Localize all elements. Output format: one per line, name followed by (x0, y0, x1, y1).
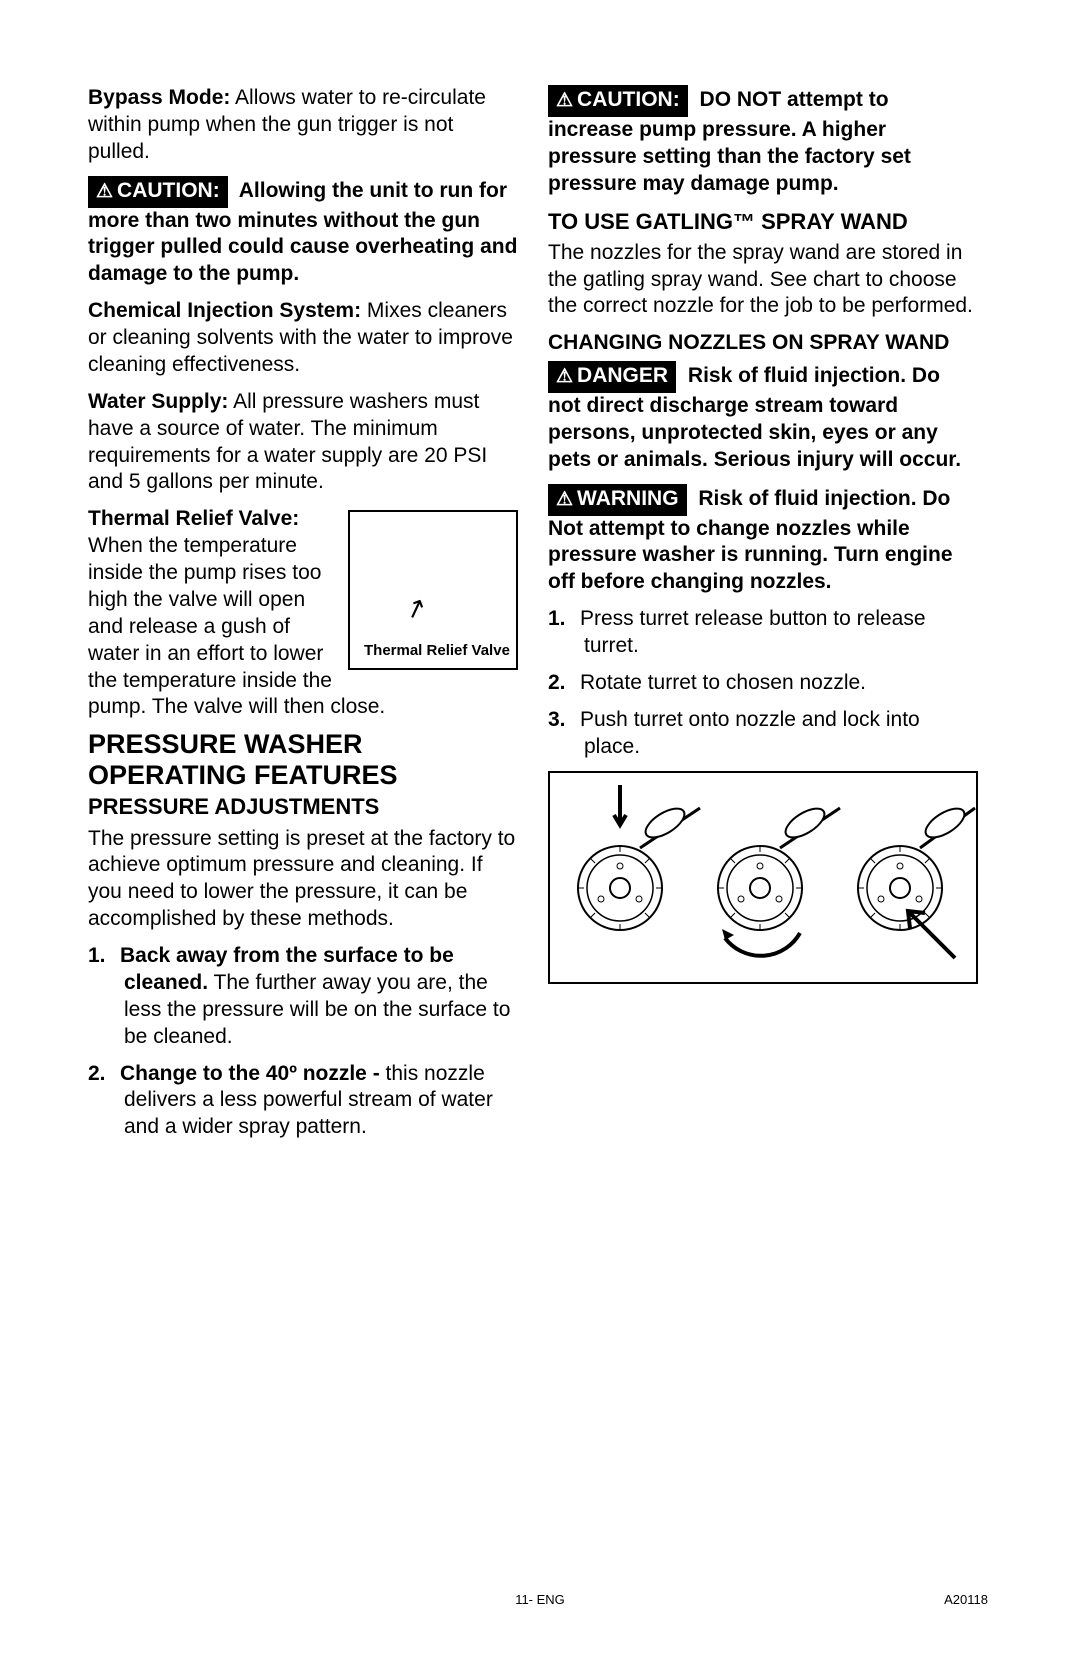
danger-badge: ⚠DANGER (548, 361, 676, 393)
warning-icon: ⚠ (96, 180, 113, 204)
thermal-text: When the temperature inside the pump ris… (88, 534, 385, 718)
list-num: 2. (88, 1061, 120, 1088)
warning-icon: ⚠ (556, 488, 573, 512)
chem-para: Chemical Injection System: Mixes cleaner… (88, 298, 518, 379)
footer-doc-id: A20118 (944, 1592, 988, 1607)
gatling-intro: The nozzles for the spray wand are store… (548, 240, 978, 321)
turret-illustration (548, 771, 978, 984)
caution2-label: CAUTION: (577, 88, 680, 111)
caution-badge: ⚠CAUTION: (548, 85, 688, 117)
list-num: 1. (88, 943, 120, 970)
danger-label: DANGER (577, 364, 668, 387)
list-item: 3.Push turret onto nozzle and lock into … (548, 707, 978, 761)
danger-para: ⚠DANGER Risk of fluid injection. Do not … (548, 361, 978, 474)
h2-gatling: TO USE GATLING™ SPRAY WAND (548, 208, 978, 236)
arrow-icon: ↗ (400, 590, 432, 629)
step1: Press turret release button to release t… (580, 607, 926, 657)
bypass-para: Bypass Mode: Allows water to re-circulat… (88, 85, 518, 166)
list-num: 2. (548, 670, 580, 697)
caution1-para: ⚠CAUTION: Allowing the unit to run for m… (88, 176, 518, 289)
thermal-section: ↗ Thermal Relief Valve Thermal Relief Va… (88, 506, 518, 721)
warning-label: WARNING (577, 487, 679, 510)
pressure-intro: The pressure setting is preset at the fa… (88, 826, 518, 934)
warning-para: ⚠WARNING Risk of fluid injection. Do Not… (548, 484, 978, 597)
li2-bold: Change to the 40º nozzle - (120, 1062, 380, 1085)
h2-pressure-adj: PRESSURE ADJUSTMENTS (88, 793, 518, 821)
list-item: 1.Back away from the surface to be clean… (88, 943, 518, 1051)
warning-icon: ⚠ (556, 89, 573, 113)
turret-svg (550, 773, 976, 982)
list-num: 3. (548, 707, 580, 734)
caution1-label: CAUTION: (117, 179, 220, 202)
page-content: Bypass Mode: Allows water to re-circulat… (0, 0, 1080, 1151)
thermal-caption: Thermal Relief Valve (364, 642, 510, 660)
bypass-label: Bypass Mode: (88, 86, 230, 109)
thermal-figure: ↗ Thermal Relief Valve (348, 510, 518, 670)
h3-changing: CHANGING NOZZLES ON SPRAY WAND (548, 330, 978, 357)
step3: Push turret onto nozzle and lock into pl… (580, 708, 920, 758)
thermal-label: Thermal Relief Valve: (88, 507, 299, 530)
right-column: ⚠CAUTION: DO NOT attempt to increase pum… (548, 85, 978, 1151)
warning-icon: ⚠ (556, 365, 573, 389)
warning-badge: ⚠WARNING (548, 484, 687, 516)
footer-page-num: 11- ENG (0, 1592, 1080, 1607)
list-item: 2.Change to the 40º nozzle - this nozzle… (88, 1061, 518, 1142)
list-item: 1.Press turret release button to release… (548, 606, 978, 660)
nozzle-steps: 1.Press turret release button to release… (548, 606, 978, 760)
h1-operating: PRESSURE WASHER OPERATING FEATURES (88, 729, 518, 791)
water-para: Water Supply: All pressure washers must … (88, 389, 518, 497)
list-num: 1. (548, 606, 580, 633)
pressure-list: 1.Back away from the surface to be clean… (88, 943, 518, 1141)
caution2-para: ⚠CAUTION: DO NOT attempt to increase pum… (548, 85, 978, 198)
water-label: Water Supply: (88, 390, 228, 413)
chem-label: Chemical Injection System: (88, 299, 361, 322)
step2: Rotate turret to chosen nozzle. (580, 671, 866, 694)
left-column: Bypass Mode: Allows water to re-circulat… (88, 85, 518, 1151)
caution-badge: ⚠CAUTION: (88, 176, 228, 208)
list-item: 2.Rotate turret to chosen nozzle. (548, 670, 978, 697)
